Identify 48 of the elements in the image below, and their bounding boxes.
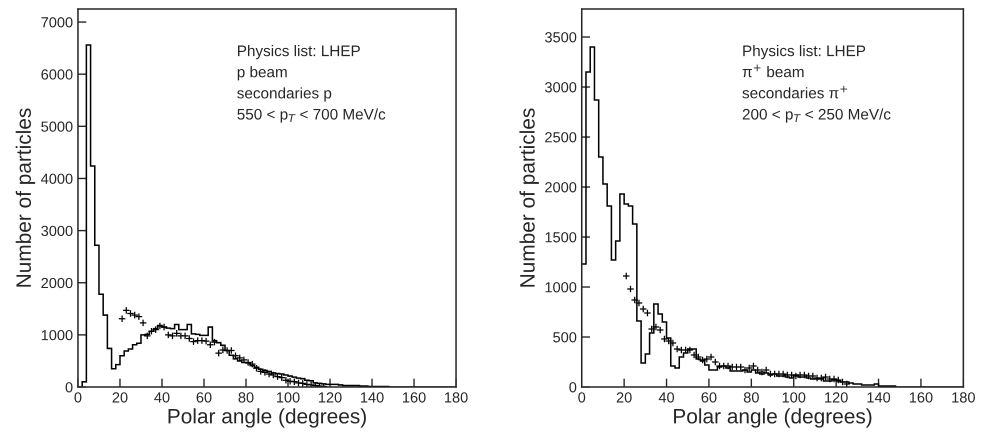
y-tick-label: 0 <box>569 382 576 392</box>
y-tick-label: 2000 <box>41 278 73 288</box>
x-tick-label: 80 <box>238 392 254 403</box>
x-tick-label: 120 <box>825 392 848 403</box>
x-axis-title: Polar angle (degrees) <box>674 408 872 428</box>
annotation: Physics list: LHEP <box>743 44 866 60</box>
x-tick-label: 40 <box>658 392 674 403</box>
x-tick-label: 40 <box>154 392 170 403</box>
y-tick-label: 500 <box>553 332 576 342</box>
x-tick-label: 20 <box>616 392 632 403</box>
annotation: 550 < p$_{T}$ < 700 MeV/c <box>237 108 386 123</box>
y-tick-label: 1000 <box>546 282 576 292</box>
annotation: secondaries p <box>237 87 332 102</box>
y-axis-title: Number of particles <box>519 108 539 287</box>
x-axis-title: Polar angle (degrees) <box>168 408 366 428</box>
y-tick-label: 1500 <box>546 232 576 242</box>
x-tick-label: 120 <box>318 392 342 403</box>
x-tick-label: 20 <box>112 392 128 403</box>
x-tick-label: 0 <box>74 392 82 403</box>
x-tick-label: 180 <box>444 392 468 403</box>
y-tick-label: 3500 <box>544 32 576 42</box>
x-tick-label: 60 <box>196 392 212 403</box>
x-tick-label: 80 <box>744 392 759 403</box>
y-tick-label: 3000 <box>41 226 73 236</box>
x-tick-label: 0 <box>578 392 586 403</box>
annotation: 200 < p$_{T}$ < 250 MeV/c <box>742 108 891 123</box>
x-tick-label: 180 <box>952 392 975 403</box>
x-tick-label: 160 <box>402 392 426 403</box>
y-axis-title: Number of particles <box>16 108 36 287</box>
y-tick-label: 4000 <box>41 174 73 184</box>
y-tick-label: 7000 <box>41 17 73 28</box>
x-tick-label: 140 <box>360 392 384 403</box>
annotation: secondaries π$^{+}$ <box>742 86 848 98</box>
x-tick-label: 160 <box>910 392 933 403</box>
y-tick-label: 0 <box>66 382 73 392</box>
y-tick-label: 2500 <box>545 132 576 142</box>
x-tick-label: 100 <box>782 392 806 403</box>
x-tick-label: 60 <box>702 392 716 403</box>
annotation: p beam <box>238 66 287 80</box>
annotation: Physics list: LHEP <box>238 44 360 60</box>
annotation: π$^{+}$ beam <box>742 64 804 78</box>
y-tick-label: 5000 <box>41 121 73 132</box>
x-tick-label: 100 <box>276 392 300 403</box>
y-tick-label: 3000 <box>544 82 576 92</box>
y-tick-label: 6000 <box>41 69 73 80</box>
y-tick-label: 2000 <box>545 182 576 192</box>
x-tick-label: 140 <box>867 392 890 403</box>
y-tick-label: 1000 <box>42 330 73 340</box>
